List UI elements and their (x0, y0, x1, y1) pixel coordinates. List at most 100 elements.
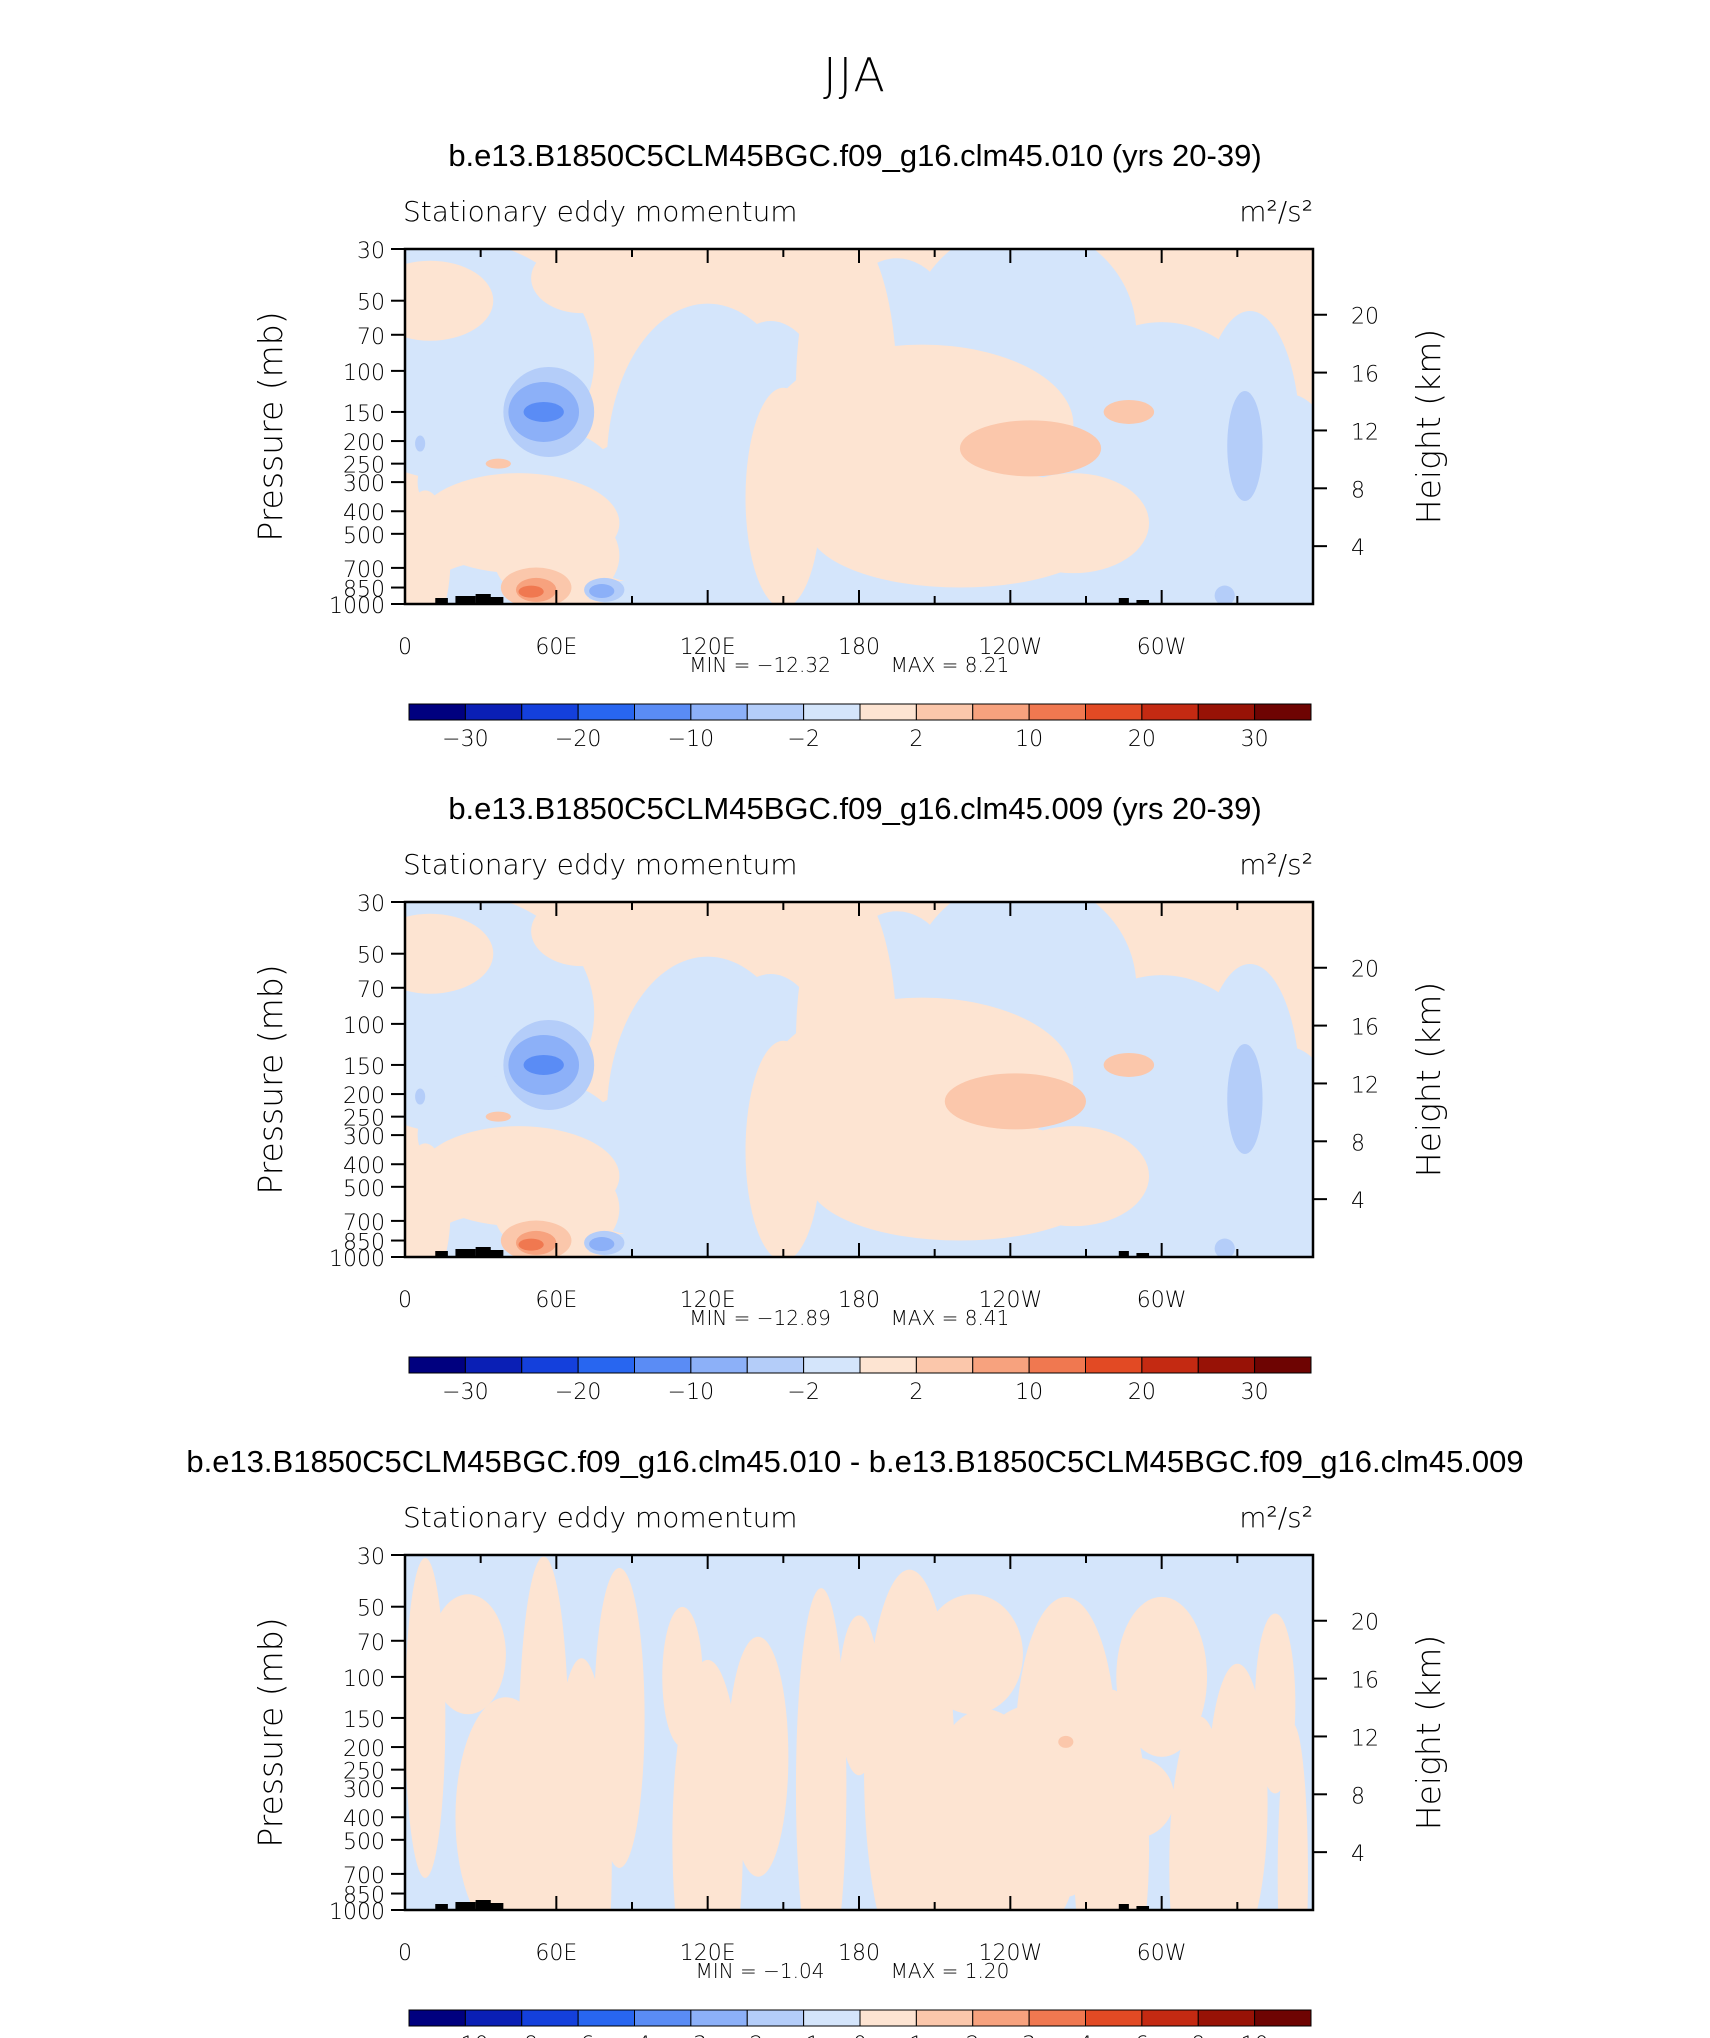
colorbar-cell (1085, 703, 1143, 721)
ytick-label: 100 (343, 361, 385, 386)
ytick-label: 50 (357, 944, 385, 969)
colorbar-label: −2 (787, 1380, 819, 1405)
ytick-label: 850 (343, 1231, 385, 1256)
colorbar-cell (746, 2009, 805, 2027)
max-label: MAX = 1.20 (891, 1959, 1010, 1983)
ytick-label: 700 (343, 1864, 385, 1889)
colorbar-cell (1141, 703, 1199, 721)
colorbar-cell (859, 1356, 917, 1374)
ytick-label: 1000 (329, 1900, 385, 1925)
units-label: m²/s² (1239, 195, 1313, 228)
ytick-label: 150 (343, 1708, 385, 1733)
max-label: MAX = 8.21 (891, 653, 1010, 677)
colorbar-cell (915, 1356, 974, 1374)
xtick-label: 0 (398, 635, 412, 660)
ytick-label: 500 (343, 1177, 385, 1202)
xtick-label: 120W (978, 635, 1042, 660)
ytick-label: 70 (357, 978, 385, 1003)
ytick-label: 150 (343, 1055, 385, 1080)
xtick-label: 180 (838, 635, 880, 660)
ytick-label: 250 (343, 1107, 385, 1132)
ytick-label: 500 (343, 1830, 385, 1855)
ytick-label: 70 (357, 325, 385, 350)
colorbar-cell (1141, 2009, 1199, 2027)
colorbar-cell (746, 1356, 805, 1374)
y2tick-label: 20 (1351, 958, 1379, 983)
xtick-label: 120E (680, 1288, 736, 1313)
colorbar-cell (464, 2009, 523, 2027)
colorbar-cell (1197, 1356, 1256, 1374)
colorbar-label: 8 (1191, 2033, 1205, 2038)
y-axis-label: Pressure (mb) (251, 1617, 290, 1847)
left-string: Stationary eddy momentum (403, 1501, 798, 1534)
contour-field (405, 1555, 1313, 1910)
colorbar-label: 4 (1079, 2033, 1093, 2038)
xtick-label: 60W (1137, 1288, 1187, 1313)
colorbar-label: −30 (442, 1380, 488, 1405)
min-label: MIN = −12.89 (689, 1306, 831, 1330)
colorbar-cell (746, 703, 805, 721)
colorbar-label: 10 (1241, 2033, 1269, 2038)
ytick-label: 300 (343, 472, 385, 497)
y2tick-label: 4 (1351, 536, 1365, 561)
colorbar-cell (1254, 1356, 1312, 1374)
colorbar-cell (577, 1356, 635, 1374)
y2tick-label: 4 (1351, 1842, 1365, 1867)
xtick-label: 60E (535, 1288, 577, 1313)
ytick-label: 70 (357, 1631, 385, 1656)
colorbar-label: 2 (909, 1380, 923, 1405)
y2tick-label: 8 (1351, 1131, 1365, 1156)
ytick-label: 200 (343, 1084, 385, 1109)
colorbar-cell (690, 2009, 748, 2027)
colorbar-label: −2 (731, 2033, 763, 2038)
y2-axis-label: Height (km) (1409, 982, 1448, 1177)
colorbar-label: −10 (668, 1380, 714, 1405)
colorbar-cell (859, 703, 917, 721)
y2tick-label: 16 (1351, 1016, 1379, 1041)
ytick-label: 850 (343, 1884, 385, 1909)
colorbar-label: 2 (909, 727, 923, 752)
ytick-label: 30 (357, 1545, 385, 1570)
xtick-label: 120E (680, 1941, 736, 1966)
ytick-label: 100 (343, 1014, 385, 1039)
colorbar-label: 10 (1015, 727, 1043, 752)
colorbar-label: −2 (787, 727, 819, 752)
colorbar-cell (1028, 1356, 1086, 1374)
colorbar-label: −30 (442, 727, 488, 752)
colorbar-cell (1085, 1356, 1143, 1374)
units-label: m²/s² (1239, 1501, 1313, 1534)
ytick-label: 150 (343, 402, 385, 427)
xtick-label: 60W (1137, 1941, 1187, 1966)
colorbar-cell (577, 703, 635, 721)
colorbar-cell (408, 1356, 466, 1374)
colorbar-cell (690, 1356, 748, 1374)
y2tick-label: 20 (1351, 305, 1379, 330)
ytick-label: 1000 (329, 1247, 385, 1272)
colorbar-cell (803, 703, 861, 721)
y-axis-label: Pressure (mb) (251, 311, 290, 541)
contour-field (405, 902, 1313, 1257)
ytick-label: 100 (343, 1667, 385, 1692)
colorbar-cell (464, 703, 523, 721)
colorbar-cell (521, 2009, 579, 2027)
colorbar-cell (577, 2009, 635, 2027)
colorbar-cell (1028, 703, 1086, 721)
ytick-label: 700 (343, 1211, 385, 1236)
y2tick-label: 12 (1351, 1726, 1379, 1751)
y2-axis-label: Height (km) (1409, 329, 1448, 524)
colorbar-cell (690, 703, 748, 721)
colorbar-label: 0 (853, 2033, 867, 2038)
y2-axis-label: Height (km) (1409, 1635, 1448, 1830)
colorbar-cell (464, 1356, 523, 1374)
colorbar-cell (1141, 1356, 1199, 1374)
ytick-label: 500 (343, 524, 385, 549)
panel-1: b.e13.B1850C5CLM45BGC.f09_g16.clm45.010 … (251, 138, 1448, 752)
colorbar-cell (1197, 2009, 1256, 2027)
colorbar-label: 3 (1022, 2033, 1036, 2038)
colorbar-cell (972, 1356, 1030, 1374)
ytick-label: 300 (343, 1778, 385, 1803)
colorbar-label: −10 (668, 727, 714, 752)
panel-2: b.e13.B1850C5CLM45BGC.f09_g16.clm45.009 … (251, 791, 1448, 1405)
ytick-label: 30 (357, 239, 385, 264)
ytick-label: 400 (343, 501, 385, 526)
